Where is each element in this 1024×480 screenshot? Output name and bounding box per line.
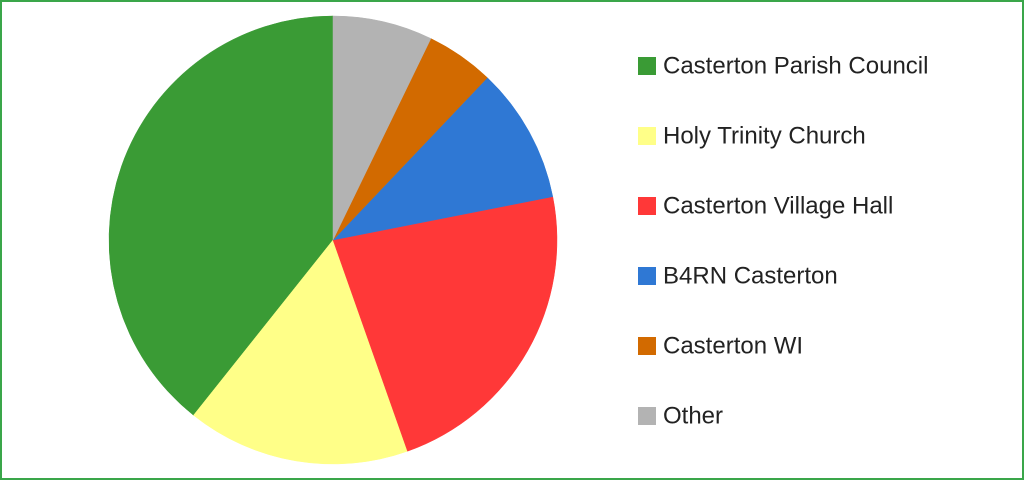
legend-swatch [638,407,656,425]
legend-label: Holy Trinity Church [663,122,866,149]
legend-label: Casterton WI [663,332,803,359]
legend-swatch [638,57,656,75]
pie-slice [193,239,408,465]
pie-slice [332,196,558,452]
legend: Casterton Parish Council Holy Trinity Chu… [638,52,928,429]
pie [108,15,558,465]
legend-label: Casterton Village Hall [663,192,893,219]
legend-swatch [638,267,656,285]
legend-swatch [638,127,656,145]
legend-swatch [638,197,656,215]
pie-slice [108,15,334,416]
pie-slice [332,15,432,241]
legend-label: Casterton Parish Council [663,52,928,79]
pie-slice [332,77,554,241]
legend-label: B4RN Casterton [663,262,838,289]
legend-swatch [638,337,656,355]
legend-label: Other [663,402,723,429]
